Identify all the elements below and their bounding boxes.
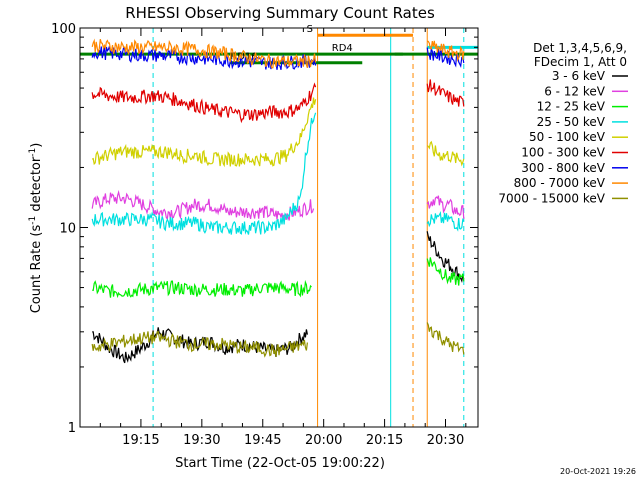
- flag-label-3: RD16: [230, 52, 257, 63]
- y-axis-label: Count Rate (s-1 detector-1): [28, 143, 44, 314]
- legend-header-2: FDecim 1, Att 0: [534, 55, 627, 69]
- legend-label-2: 12 - 25 keV: [537, 100, 606, 114]
- flag-label-0: S: [307, 24, 313, 35]
- legend-label-5: 100 - 300 keV: [521, 146, 605, 160]
- series-1: [91, 189, 465, 221]
- series-1-segment-0: [91, 189, 315, 221]
- series-3-segment-1: [426, 211, 465, 232]
- legend-label-1: 6 - 12 keV: [544, 84, 606, 98]
- series-7-segment-1: [427, 40, 465, 63]
- series-3: [91, 112, 465, 235]
- legend-label-8: 7000 - 15000 keV: [498, 191, 605, 205]
- series-8-segment-1: [426, 322, 465, 355]
- legend-label-4: 50 - 100 keV: [529, 130, 606, 144]
- legend: Det 1,3,4,5,6,9, FDecim 1, Att 0 3 - 6 k…: [498, 41, 628, 205]
- series-8-segment-0: [91, 330, 308, 358]
- x-tick-label-0: 19:15: [122, 433, 159, 448]
- series-5: [91, 79, 465, 124]
- y-axis-label-sup1: -1: [28, 216, 38, 225]
- series-0: [92, 231, 465, 364]
- y-axis-label-mid: detector: [29, 156, 44, 216]
- chart-title: RHESSI Observing Summary Count Rates: [125, 4, 435, 22]
- legend-label-7: 800 - 7000 keV: [514, 176, 606, 190]
- y-axis-label-end: ): [29, 143, 44, 148]
- series-4: [91, 97, 465, 168]
- x-tick-label-3: 20:00: [305, 433, 342, 448]
- series-1-segment-1: [426, 195, 465, 219]
- series-5-segment-1: [426, 79, 465, 107]
- y-tick-label-2: 100: [51, 22, 76, 37]
- axes: 19:15 19:30 19:45 20:00 20:15 20:30 1 10 100: [51, 22, 479, 448]
- y-axis-label-sup2: -1: [28, 148, 38, 157]
- flag-label-2: RD4: [332, 43, 353, 54]
- legend-label-3: 25 - 50 keV: [537, 115, 606, 129]
- plot-area: [79, 28, 465, 427]
- series-8: [91, 322, 465, 358]
- x-tick-label-1: 19:30: [183, 433, 220, 448]
- x-tick-label-5: 20:30: [427, 433, 464, 448]
- x-axis-label: Start Time (22-Oct-05 19:00:22): [175, 456, 385, 471]
- series-5-segment-0: [91, 82, 317, 124]
- y-axis-label-main: Count Rate (s: [29, 225, 44, 314]
- series-lines: [91, 38, 465, 364]
- x-tick-label-2: 19:45: [244, 433, 281, 448]
- series-2-segment-0: [92, 279, 312, 299]
- x-tick-label-4: 20:15: [366, 433, 403, 448]
- legend-label-6: 300 - 800 keV: [521, 161, 605, 175]
- series-2-segment-1: [426, 257, 465, 286]
- y-tick-label-1: 10: [59, 222, 76, 237]
- y-tick-label-0: 1: [68, 421, 76, 436]
- footer-timestamp: 20-Oct-2021 19:26: [560, 467, 636, 476]
- series-2: [92, 257, 465, 299]
- series-4-segment-1: [426, 140, 465, 167]
- series-4-segment-0: [91, 97, 317, 168]
- legend-label-0: 3 - 6 keV: [552, 69, 606, 83]
- series-7-segment-0: [91, 38, 317, 69]
- series-3-segment-0: [91, 112, 317, 235]
- series-7: [91, 38, 465, 69]
- legend-header-1: Det 1,3,4,5,6,9,: [533, 41, 627, 55]
